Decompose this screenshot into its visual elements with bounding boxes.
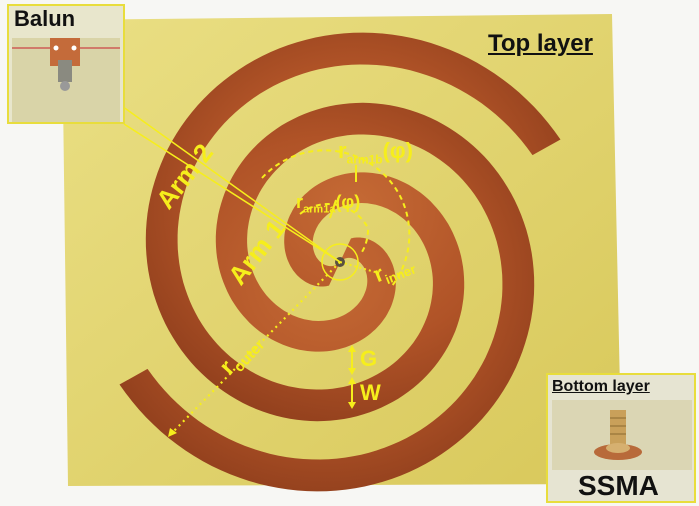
r-arm1b-arc	[261, 149, 411, 287]
r-arm1a-subscript: arm1a	[303, 203, 336, 216]
r-inner-line	[339, 261, 376, 273]
r-arm1b-phi: (φ)	[382, 138, 413, 163]
spiral-arm-1	[145, 32, 561, 422]
r-arm1a-arc	[299, 203, 370, 253]
balun-inset	[7, 4, 125, 124]
ssma-label: SSMA	[578, 470, 659, 501]
balun-label: Balun	[14, 6, 76, 31]
r-arm1a-symbol: r	[296, 192, 304, 212]
width-marker	[348, 377, 356, 409]
gap-label: G	[360, 346, 378, 371]
width-label: W	[360, 380, 381, 405]
r-arm1b-subscript: arm1b	[346, 152, 383, 167]
r-arm1a-phi: (φ)	[335, 192, 361, 212]
ssma-inset	[546, 373, 696, 503]
spiral-arms	[119, 32, 561, 492]
r-arm1b-symbol: r	[338, 138, 347, 163]
r-arm1b-label: rarm1b(φ)	[338, 138, 413, 166]
balun-leader-line-2	[123, 123, 341, 263]
r-arm1a-label: rarm1a(φ)	[296, 192, 360, 216]
r-arm1a-tick	[329, 199, 337, 219]
bottom-layer-label: Bottom layer	[552, 378, 650, 395]
feed-circle	[321, 243, 359, 281]
gap-marker	[348, 345, 356, 375]
r-outer-line	[167, 261, 341, 438]
spiral-arm-2	[119, 102, 535, 492]
top-layer-label: Top layer	[488, 30, 593, 57]
r-outer-arrow	[168, 428, 177, 437]
